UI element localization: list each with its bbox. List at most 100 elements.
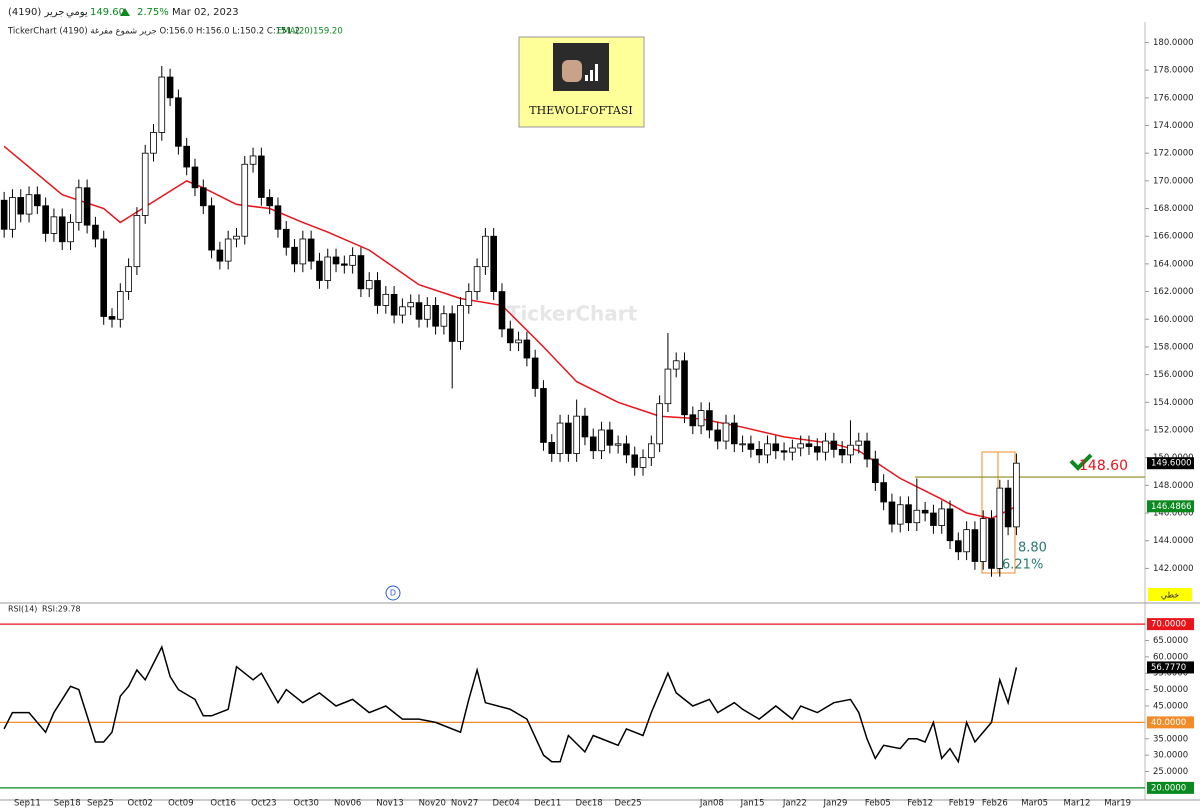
candle-body <box>930 512 937 526</box>
candle-body <box>755 448 763 456</box>
candle-body <box>374 280 381 306</box>
candle-body <box>100 238 108 317</box>
marker-circle <box>385 585 401 601</box>
candle-body <box>224 238 232 262</box>
candle-body <box>540 388 547 443</box>
candle-body <box>415 302 423 320</box>
candle-body <box>150 132 157 154</box>
y-tick-label: 30.0000 <box>1153 751 1188 761</box>
x-tick-label: Dec11 <box>534 799 561 809</box>
level-label-box <box>1147 618 1194 631</box>
candle-body <box>722 422 730 442</box>
panel-subtitle: RSI:29.78 <box>42 605 81 614</box>
rsi-last-box <box>1147 661 1194 674</box>
candle-body <box>598 429 605 452</box>
candle-body <box>465 291 473 306</box>
info: TickerChart جرير شموع مفرغة (4190) O:156… <box>7 27 300 37</box>
candle-body <box>498 291 506 330</box>
y-tick-label: 154.0000 <box>1153 398 1194 408</box>
candle-body <box>25 194 33 215</box>
y-tick-label: 166.0000 <box>1153 232 1194 242</box>
y-tick-label: 178.0000 <box>1153 66 1194 76</box>
y-tick-label: 152.0000 <box>1153 425 1194 435</box>
x-tick-label: Oct09 <box>168 799 194 809</box>
candle-body <box>249 155 257 165</box>
candle-body <box>905 504 912 524</box>
candle-body <box>175 97 182 147</box>
y-tick-label: 45.0000 <box>1153 702 1188 712</box>
candle-body <box>581 415 589 438</box>
candle-body <box>158 76 166 133</box>
x-tick-label: Dec04 <box>492 799 519 809</box>
candle-body <box>382 293 390 306</box>
y-tick-label: 170.0000 <box>1153 176 1194 186</box>
candle-body <box>208 205 215 251</box>
candle-body <box>797 443 804 449</box>
candle-body <box>390 293 398 316</box>
candle-body <box>971 529 979 562</box>
x-tick-label: Jan22 <box>782 799 807 809</box>
candle-body <box>805 443 813 448</box>
candle-body <box>648 443 655 459</box>
y-tick-label: 25.0000 <box>1153 767 1188 777</box>
panel-title: RSI(14) <box>8 605 37 614</box>
x-tick-label: Oct23 <box>251 799 277 809</box>
logo: THEWOLFOFTASI <box>518 36 645 128</box>
price: 149.60 <box>90 7 125 18</box>
y-tick-label: 146.0000 <box>1153 509 1194 519</box>
candle-body <box>606 429 614 446</box>
level-label: 40.0000 <box>1151 718 1186 728</box>
candle-body <box>614 443 622 446</box>
rsi-last: 56.7770 <box>1151 663 1186 673</box>
x-tick-label: Mar19 <box>1104 799 1131 809</box>
candle-body <box>847 444 854 456</box>
candle-body <box>772 443 780 452</box>
candle-body <box>739 443 746 446</box>
logo-bar <box>585 75 588 81</box>
x-tick-label: Nov20 <box>419 799 446 809</box>
candle-body <box>407 302 415 308</box>
candle-body <box>589 436 597 452</box>
x-tick-label: Oct16 <box>210 799 236 809</box>
candle-body <box>216 249 224 262</box>
candle-body <box>357 255 365 290</box>
x-tick-label: Oct02 <box>127 799 153 809</box>
candle-body <box>789 447 796 453</box>
y-tick-label: 174.0000 <box>1153 121 1194 131</box>
level-label-box <box>1147 716 1194 729</box>
y-tick-label: 35.0000 <box>1153 734 1188 744</box>
candle-body <box>440 313 448 327</box>
candle-body <box>689 414 697 427</box>
candle-body <box>515 339 522 344</box>
candle-body <box>988 518 995 569</box>
candle-body <box>656 403 663 445</box>
rsi-line <box>3 644 1018 764</box>
y-tick-label: 50.0000 <box>1153 685 1188 695</box>
period: يومي <box>66 7 88 18</box>
candle-body <box>506 328 514 344</box>
candle-body <box>1004 487 1012 528</box>
candle-body <box>631 454 639 468</box>
x-tick-label: Jan15 <box>740 799 765 809</box>
candle-body <box>482 235 489 268</box>
candle-body <box>747 443 755 450</box>
candle-body <box>324 256 332 281</box>
candle-body <box>872 458 879 483</box>
candle-body <box>316 260 323 281</box>
candle-body <box>896 504 904 525</box>
candle-body <box>730 422 738 445</box>
x-tick-label: Nov13 <box>376 799 403 809</box>
y-tick-label: 158.0000 <box>1153 342 1194 352</box>
candle-body <box>191 166 199 189</box>
candle-body <box>423 305 431 320</box>
x-tick-label: Jan08 <box>699 799 724 809</box>
x-tick-label: Dec18 <box>575 799 602 809</box>
candle-body <box>888 501 896 525</box>
candle-body <box>274 205 282 230</box>
last-price-box <box>1147 457 1194 470</box>
candle-body <box>133 215 141 268</box>
candle-body <box>258 155 265 198</box>
candle-body <box>291 246 298 265</box>
